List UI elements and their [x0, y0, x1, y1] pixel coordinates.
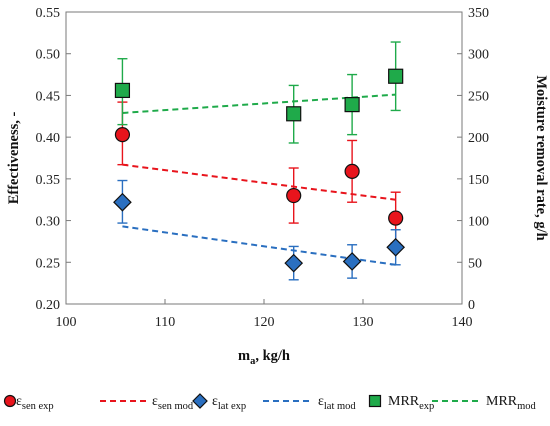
y-right-tick-label: 350 — [468, 6, 489, 21]
sen_exp-point — [344, 163, 360, 179]
x-tick-label: 100 — [56, 315, 77, 330]
legend-label-sub: lat exp — [218, 401, 246, 412]
mrr_exp-point — [344, 97, 360, 113]
legend-label-sub: mod — [517, 401, 536, 412]
y-right-tick-label: 50 — [468, 256, 482, 271]
y-right-tick-label: 150 — [468, 173, 489, 188]
lat_exp-point — [386, 237, 406, 257]
legend-label-main: ε — [212, 394, 218, 409]
x-tick-label: 120 — [254, 315, 275, 330]
legend-label-sub: lat mod — [324, 401, 357, 412]
x-axis-title-main: m — [238, 348, 250, 364]
y-left-tick-label: 0.30 — [36, 215, 61, 230]
legend-marker-mrr_exp — [368, 394, 382, 408]
x-axis-title: ma, kg/h — [238, 348, 290, 367]
sen_exp-point — [114, 127, 131, 143]
x-tick-label: 130 — [353, 315, 374, 330]
legend-label-sen_exp: εsen exp — [16, 394, 54, 412]
legend-item-mrr_exp: MRRexp — [368, 394, 434, 412]
legend-label-mrr_mod: MRRmod — [486, 394, 537, 412]
y-left-tick-label: 0.50 — [36, 48, 61, 63]
mrr_exp-series — [114, 41, 404, 144]
lat_exp-point — [342, 252, 362, 271]
y-left-tick-label: 0.45 — [36, 89, 61, 104]
sen_exp-point — [388, 210, 404, 226]
legend-label-main: ε — [16, 394, 22, 409]
x-tick-label: 140 — [452, 315, 473, 330]
y-left-tick-label: 0.35 — [36, 173, 61, 188]
legend-label-sub: sen exp — [22, 401, 54, 412]
legend-label-main: ε — [318, 394, 324, 409]
legend: εsen exp εsen mod εlat exp εlat mod MRRexp MR… — [3, 393, 537, 412]
x-tick-label: 110 — [155, 315, 175, 330]
mrr_exp-point — [286, 106, 302, 122]
plot-area — [65, 11, 463, 305]
legend-item-lat_mod: εlat mod — [263, 394, 356, 412]
legend-label-mrr_exp: MRRexp — [388, 394, 434, 412]
legend-item-mrr_mod: MRRmod — [432, 394, 537, 412]
y-left-tick-label: 0.20 — [36, 298, 61, 313]
legend-label-sub: exp — [419, 401, 434, 412]
y-left-axis-title: Effectiveness, - — [6, 112, 22, 205]
lat_exp-point — [113, 192, 132, 212]
legend-label-main: MRR — [388, 394, 420, 409]
y-right-tick-label: 300 — [468, 48, 489, 63]
legend-label-main: ε — [152, 394, 158, 409]
legend-label-lat_mod: εlat mod — [318, 394, 356, 412]
mrr_exp-point — [388, 68, 404, 84]
y-right-tick-label: 0 — [468, 298, 475, 313]
y-right-tick-label: 200 — [468, 131, 489, 146]
mrr_exp-point — [114, 82, 131, 99]
legend-item-sen_mod: εsen mod — [100, 394, 194, 412]
y-right-tick-label: 100 — [468, 215, 489, 230]
x-axis-title-sub: a — [250, 356, 256, 367]
legend-item-sen_exp: εsen exp — [3, 394, 54, 412]
y-right-tick-label: 250 — [468, 89, 489, 104]
y-left-tick-label: 0.25 — [36, 256, 61, 271]
legend-marker-lat_exp — [192, 393, 208, 409]
legend-label-lat_exp: εlat exp — [212, 394, 246, 412]
y-left-tick-label: 0.40 — [36, 131, 61, 146]
y-left-tick-label: 0.55 — [36, 6, 61, 21]
lat_exp-series — [113, 179, 406, 281]
mrr_mod-line — [122, 93, 396, 114]
sen_mod-line — [122, 163, 396, 201]
lat_exp-point — [284, 253, 304, 273]
legend-label-sen_mod: εsen mod — [152, 394, 194, 412]
legend-label-sub: sen mod — [158, 401, 194, 412]
y-right-axis-title: Moisture removal rate, g/h — [533, 75, 549, 240]
legend-item-lat_exp: εlat exp — [192, 393, 246, 412]
sen_exp-point — [286, 187, 302, 204]
x-axis-title-rest: , kg/h — [255, 348, 290, 364]
legend-marker-sen_exp — [3, 394, 17, 408]
sen_exp-series — [114, 101, 404, 244]
lat_mod-line — [122, 225, 396, 266]
legend-label-main: MRR — [486, 394, 518, 409]
